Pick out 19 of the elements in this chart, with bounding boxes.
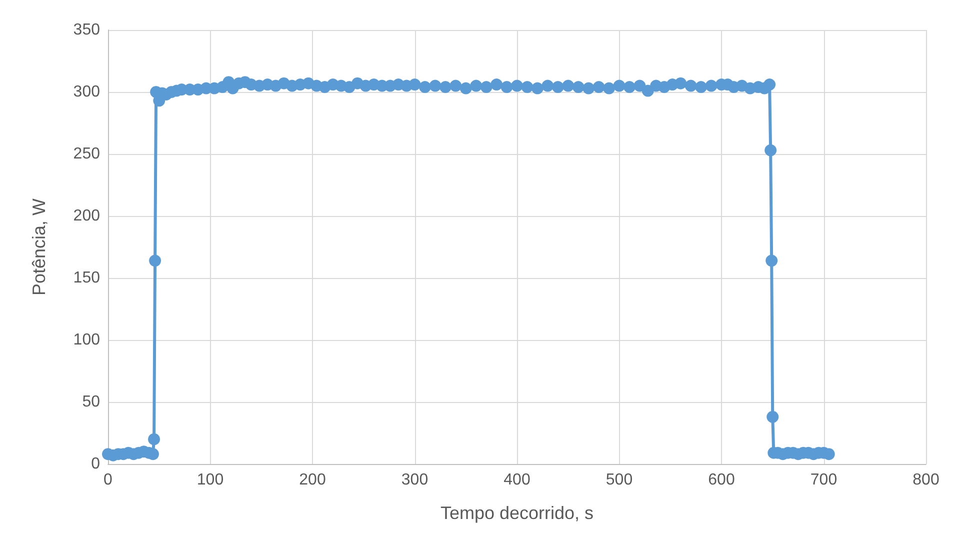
x-tick-label: 700 (810, 472, 838, 488)
y-tick-label: 50 (82, 394, 100, 410)
x-tick-label: 600 (708, 472, 735, 488)
x-tick-label: 0 (104, 472, 113, 488)
y-tick-label: 0 (91, 456, 100, 472)
x-tick-label: 100 (196, 472, 224, 488)
x-tick-label: 800 (912, 472, 940, 488)
y-tick-label: 300 (73, 84, 100, 100)
y-tick-label: 100 (73, 332, 100, 348)
y-tick-label: 250 (73, 146, 100, 162)
x-tick-label: 200 (299, 472, 326, 488)
y-tick-label: 350 (73, 22, 100, 38)
x-tick-label: 500 (606, 472, 633, 488)
y-tick-label: 150 (73, 270, 100, 286)
x-tick-label: 300 (401, 472, 428, 488)
x-tick-label: 400 (504, 472, 530, 488)
y-axis-title: Potência, W (29, 198, 49, 296)
x-axis-title: Tempo decorrido, s (440, 503, 594, 523)
y-tick-label: 200 (73, 208, 100, 224)
